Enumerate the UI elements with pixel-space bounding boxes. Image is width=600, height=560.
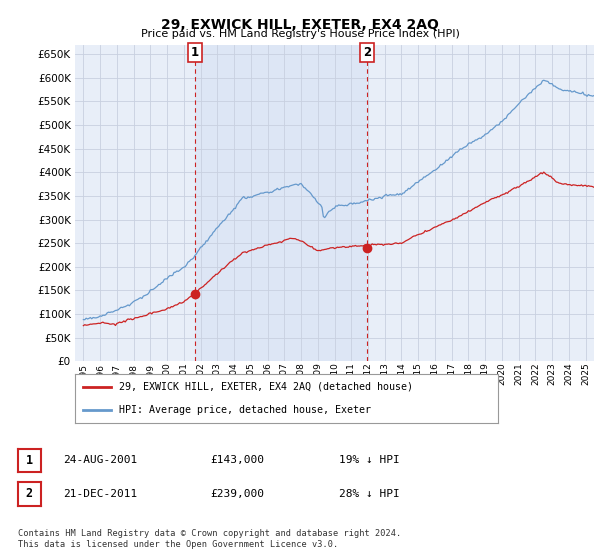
Text: £239,000: £239,000 bbox=[210, 489, 264, 499]
Text: 28% ↓ HPI: 28% ↓ HPI bbox=[339, 489, 400, 499]
Text: 29, EXWICK HILL, EXETER, EX4 2AQ (detached house): 29, EXWICK HILL, EXETER, EX4 2AQ (detach… bbox=[119, 382, 413, 392]
Text: Contains HM Land Registry data © Crown copyright and database right 2024.
This d: Contains HM Land Registry data © Crown c… bbox=[18, 529, 401, 549]
Text: 2: 2 bbox=[364, 46, 371, 59]
Text: HPI: Average price, detached house, Exeter: HPI: Average price, detached house, Exet… bbox=[119, 405, 371, 416]
Text: 29, EXWICK HILL, EXETER, EX4 2AQ: 29, EXWICK HILL, EXETER, EX4 2AQ bbox=[161, 18, 439, 32]
Text: 2: 2 bbox=[26, 487, 33, 501]
Bar bbox=[195, 45, 367, 361]
Text: 1: 1 bbox=[26, 454, 33, 467]
Text: 1: 1 bbox=[191, 46, 199, 59]
Text: Price paid vs. HM Land Registry's House Price Index (HPI): Price paid vs. HM Land Registry's House … bbox=[140, 29, 460, 39]
Text: 19% ↓ HPI: 19% ↓ HPI bbox=[339, 455, 400, 465]
Text: £143,000: £143,000 bbox=[210, 455, 264, 465]
Text: 21-DEC-2011: 21-DEC-2011 bbox=[63, 489, 137, 499]
Text: 24-AUG-2001: 24-AUG-2001 bbox=[63, 455, 137, 465]
